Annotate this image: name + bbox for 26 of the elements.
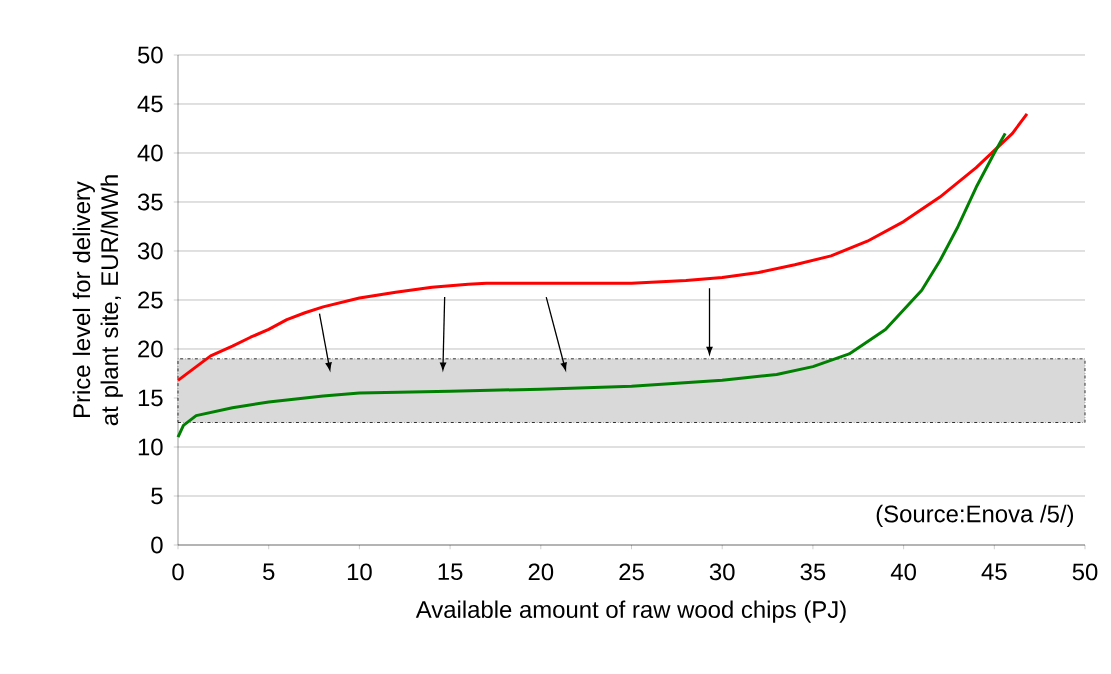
y-tick-label: 25 [138,291,163,309]
x-tick-label: 5 [263,563,275,581]
x-tick-label: 0 [172,563,184,581]
y-tick-label: 50 [137,46,163,64]
y-tick-label: 45 [137,95,163,113]
x-tick-label: 10 [347,563,372,581]
y-tick-label: 5 [151,487,163,505]
y-tick-label: 10 [138,438,163,456]
x-tick-label: 30 [709,563,735,581]
x-tick-label: 45 [981,563,1007,581]
line-series [176,131,1007,439]
y-tick-label: 35 [137,193,163,211]
y-tick-label: 30 [137,242,163,260]
x-axis-title: Available amount of raw wood chips (PJ) [415,600,846,623]
y-tick-label: 15 [138,389,163,407]
x-tick-label: 20 [528,563,554,581]
x-tick-label: 15 [438,563,463,581]
y-tick-label: 20 [138,340,163,358]
y-axis-title: Price level for delivery at plant site, EUR/MWh [72,175,123,426]
x-tick-label: 35 [800,563,826,581]
x-tick-label: 50 [1072,563,1098,581]
y-tick-label: 40 [137,144,163,162]
y-tick-label: 0 [151,536,163,554]
x-tick-label: 40 [890,563,916,581]
x-tick-label: 25 [619,563,644,581]
annotation: (Source:Enova /5/) [876,504,1074,528]
